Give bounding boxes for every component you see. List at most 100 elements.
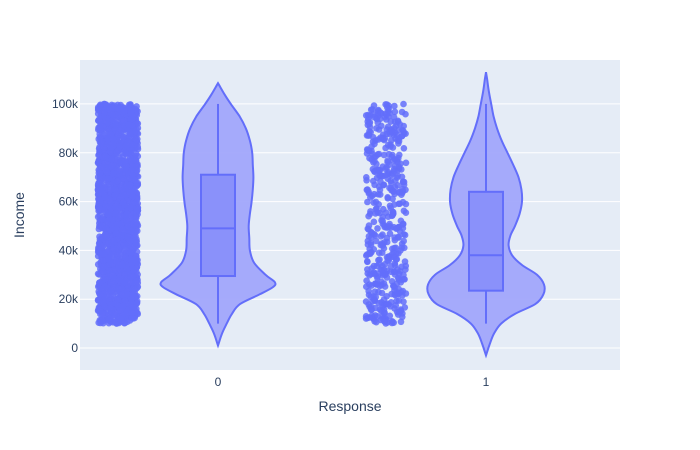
data-point bbox=[375, 299, 383, 307]
data-point bbox=[383, 111, 390, 118]
data-point bbox=[400, 207, 408, 215]
data-point bbox=[380, 280, 388, 287]
data-point bbox=[378, 267, 386, 274]
data-point bbox=[370, 296, 378, 303]
y-gridlines bbox=[80, 103, 620, 349]
x-tick-label: 0 bbox=[215, 375, 222, 389]
data-point bbox=[375, 288, 382, 296]
data-point bbox=[128, 295, 135, 303]
data-point bbox=[102, 176, 109, 183]
data-point bbox=[368, 306, 376, 313]
data-point bbox=[94, 110, 102, 117]
data-point bbox=[365, 233, 373, 240]
data-point bbox=[133, 300, 141, 307]
data-point bbox=[117, 220, 125, 228]
data-point bbox=[386, 230, 394, 237]
data-point bbox=[107, 304, 114, 312]
data-point bbox=[380, 296, 388, 303]
data-point bbox=[130, 256, 137, 263]
data-point bbox=[400, 237, 408, 245]
points-series-1 bbox=[362, 100, 410, 327]
data-point bbox=[107, 279, 115, 286]
data-point bbox=[134, 227, 141, 235]
data-point bbox=[108, 162, 116, 170]
data-point bbox=[125, 121, 132, 128]
data-point bbox=[134, 143, 142, 151]
series-1 bbox=[362, 72, 546, 359]
data-point bbox=[121, 271, 128, 279]
data-point bbox=[97, 139, 105, 147]
data-point bbox=[97, 279, 104, 286]
data-point bbox=[96, 233, 103, 240]
data-point bbox=[133, 277, 140, 285]
data-point bbox=[104, 247, 112, 255]
data-point bbox=[372, 237, 380, 245]
data-point bbox=[132, 128, 139, 136]
data-point bbox=[120, 117, 128, 124]
data-point bbox=[365, 188, 372, 195]
y-tick-labels: 0 20k 40k 60k 80k 100k bbox=[52, 97, 79, 355]
data-point bbox=[109, 111, 116, 119]
data-point bbox=[115, 285, 123, 292]
data-point bbox=[387, 177, 395, 185]
data-point bbox=[107, 130, 114, 138]
data-point bbox=[123, 217, 130, 224]
data-point bbox=[116, 277, 123, 284]
data-point bbox=[369, 133, 377, 141]
data-point bbox=[109, 170, 117, 177]
data-point bbox=[393, 289, 401, 296]
data-point bbox=[97, 126, 104, 133]
data-point bbox=[386, 312, 394, 320]
data-point bbox=[386, 220, 393, 228]
data-point bbox=[369, 165, 377, 173]
data-point bbox=[370, 113, 378, 121]
data-point bbox=[366, 272, 373, 279]
data-point bbox=[362, 315, 370, 322]
data-point bbox=[120, 133, 127, 140]
y-tick-label: 20k bbox=[59, 292, 79, 306]
data-point bbox=[395, 297, 403, 304]
data-point bbox=[129, 304, 136, 311]
data-point bbox=[134, 271, 141, 278]
data-point bbox=[100, 242, 107, 249]
data-point bbox=[96, 169, 104, 177]
data-point bbox=[395, 309, 403, 316]
data-point bbox=[119, 199, 127, 206]
data-point bbox=[378, 249, 386, 256]
data-point bbox=[128, 166, 136, 174]
data-point bbox=[118, 262, 126, 269]
data-point bbox=[380, 205, 387, 213]
data-point bbox=[402, 290, 410, 297]
data-point bbox=[391, 167, 398, 175]
data-point bbox=[364, 241, 372, 248]
data-point bbox=[374, 313, 381, 320]
data-point bbox=[400, 100, 407, 108]
data-point bbox=[112, 209, 119, 217]
data-point bbox=[127, 101, 134, 108]
data-point bbox=[382, 101, 389, 108]
data-point bbox=[377, 241, 385, 249]
y-tick-label: 60k bbox=[59, 195, 79, 209]
data-point bbox=[364, 258, 371, 265]
data-point bbox=[370, 159, 377, 166]
data-point bbox=[400, 122, 408, 130]
data-point bbox=[391, 162, 399, 170]
data-point bbox=[132, 221, 139, 229]
data-point bbox=[363, 277, 370, 285]
data-point bbox=[391, 284, 399, 291]
data-point bbox=[133, 214, 140, 222]
data-point bbox=[379, 172, 387, 180]
data-point bbox=[399, 221, 407, 228]
data-point bbox=[378, 217, 385, 224]
data-point bbox=[119, 175, 127, 182]
data-point bbox=[107, 287, 115, 295]
data-point bbox=[99, 215, 106, 223]
data-point bbox=[397, 247, 404, 254]
x-tick-label: 1 bbox=[483, 375, 490, 389]
data-point bbox=[126, 249, 134, 256]
data-point bbox=[105, 319, 113, 327]
data-point bbox=[365, 212, 372, 220]
data-point bbox=[364, 132, 372, 139]
box-iqr bbox=[468, 190, 504, 292]
data-point bbox=[133, 206, 141, 213]
